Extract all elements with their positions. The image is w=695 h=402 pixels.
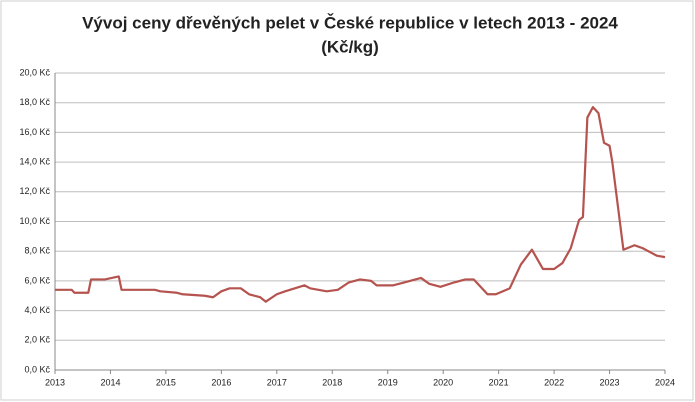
chart-subtitle: (Kč/kg)	[321, 37, 379, 56]
data-line	[55, 106, 666, 303]
x-tick-label: 2013	[45, 377, 65, 387]
y-tick-label: 0,0 Kč	[24, 364, 50, 374]
x-tick-label: 2022	[544, 377, 564, 387]
y-tick-label: 6,0 Kč	[24, 275, 50, 285]
y-tick-label: 2,0 Kč	[24, 335, 50, 345]
x-tick-label: 2017	[267, 377, 287, 387]
x-tick-label: 2016	[211, 377, 231, 387]
x-tick-label: 2014	[100, 377, 120, 387]
y-tick-label: 16,0 Kč	[19, 127, 50, 137]
x-tick-label: 2015	[156, 377, 176, 387]
x-tick-label: 2023	[600, 377, 620, 387]
y-tick-label: 8,0 Kč	[24, 246, 50, 256]
x-tick-label: 2018	[322, 377, 342, 387]
y-tick-label: 10,0 Kč	[19, 216, 50, 226]
x-tick-label: 2020	[433, 377, 453, 387]
x-tick-label: 2021	[489, 377, 509, 387]
x-tick-label: 2019	[378, 377, 398, 387]
y-tick-label: 18,0 Kč	[19, 97, 50, 107]
y-tick-label: 4,0 Kč	[24, 305, 50, 315]
y-tick-label: 12,0 Kč	[19, 186, 50, 196]
x-tick-label: 2024	[655, 377, 675, 387]
y-tick-label: 14,0 Kč	[19, 156, 50, 166]
y-tick-label: 20,0 Kč	[19, 67, 50, 77]
chart-title: Vývoj ceny dřevěných pelet v České repub…	[82, 13, 618, 32]
